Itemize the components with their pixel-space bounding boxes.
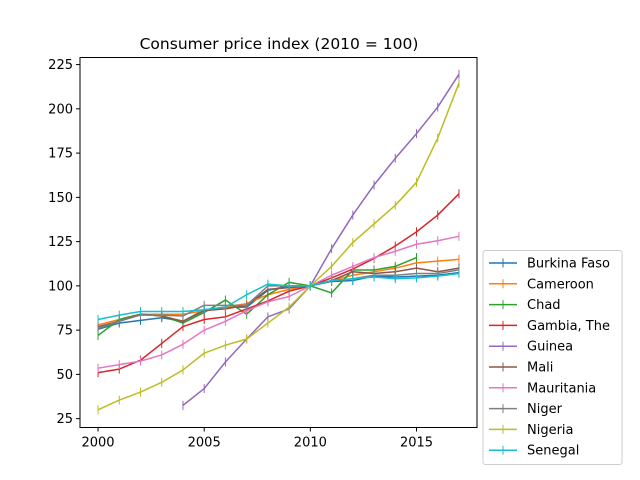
legend-label: Nigeria	[527, 423, 574, 438]
series-line	[97, 272, 460, 321]
legend-item: Chad	[489, 298, 561, 313]
series-guinea	[182, 69, 460, 410]
y-tick-label: 225	[48, 58, 73, 73]
legend-label: Mauritania	[527, 381, 596, 396]
legend-label: Niger	[527, 402, 563, 417]
legend-box	[482, 250, 623, 465]
legend-label: Burkina Faso	[527, 257, 610, 272]
legend: Burkina Faso Cameroon Chad Gambia, The Guine…	[482, 250, 623, 465]
series-line	[97, 193, 460, 374]
chart-title: Consumer price index (2010 = 100)	[140, 35, 419, 53]
legend-label: Mali	[527, 361, 553, 376]
x-tick-label: 2015	[400, 436, 433, 451]
y-tick-label: 50	[56, 368, 73, 383]
legend-label: Senegal	[527, 444, 579, 459]
series-senegal	[97, 268, 460, 325]
x-tick-label: 2000	[81, 436, 114, 451]
x-tick-label: 2005	[188, 436, 221, 451]
series-mauritania	[97, 231, 460, 373]
legend-item: Senegal	[489, 444, 579, 459]
series-line	[97, 82, 460, 411]
series-cameroon	[97, 254, 460, 330]
legend-label: Guinea	[527, 340, 573, 355]
y-tick-label: 125	[48, 235, 73, 250]
y-tick-label: 175	[48, 147, 73, 162]
series-gambia-the	[97, 189, 460, 378]
series-nigeria	[97, 78, 460, 415]
y-tick-label: 25	[56, 412, 73, 427]
y-tick-label: 150	[48, 191, 73, 206]
legend-item: Burkina Faso	[489, 257, 610, 272]
series-line	[97, 258, 460, 326]
legend-label: Gambia, The	[527, 319, 610, 334]
series-line	[97, 235, 460, 369]
plot-frame	[79, 57, 478, 428]
x-tick-label: 2010	[294, 436, 327, 451]
legend-label: Cameroon	[527, 277, 594, 292]
plot-lines	[97, 69, 460, 415]
legend-item: Mauritania	[489, 381, 596, 396]
x-axis: 2000 2005 2010 2015	[81, 427, 433, 451]
series-line	[97, 269, 460, 330]
legend-item: Mali	[489, 361, 553, 376]
legend-item: Cameroon	[489, 277, 594, 292]
y-tick-label: 75	[56, 324, 73, 339]
y-tick-label: 100	[48, 279, 73, 294]
y-tick-label: 200	[48, 102, 73, 117]
series-line	[97, 271, 460, 330]
legend-item: Niger	[489, 402, 563, 417]
series-line	[182, 73, 460, 406]
y-axis: 25 50 75 100 125 150 175 200 225	[48, 58, 80, 427]
legend-label: Chad	[527, 298, 561, 313]
legend-item: Nigeria	[489, 423, 574, 438]
legend-item: Gambia, The	[489, 319, 610, 334]
legend-item: Guinea	[489, 340, 573, 355]
